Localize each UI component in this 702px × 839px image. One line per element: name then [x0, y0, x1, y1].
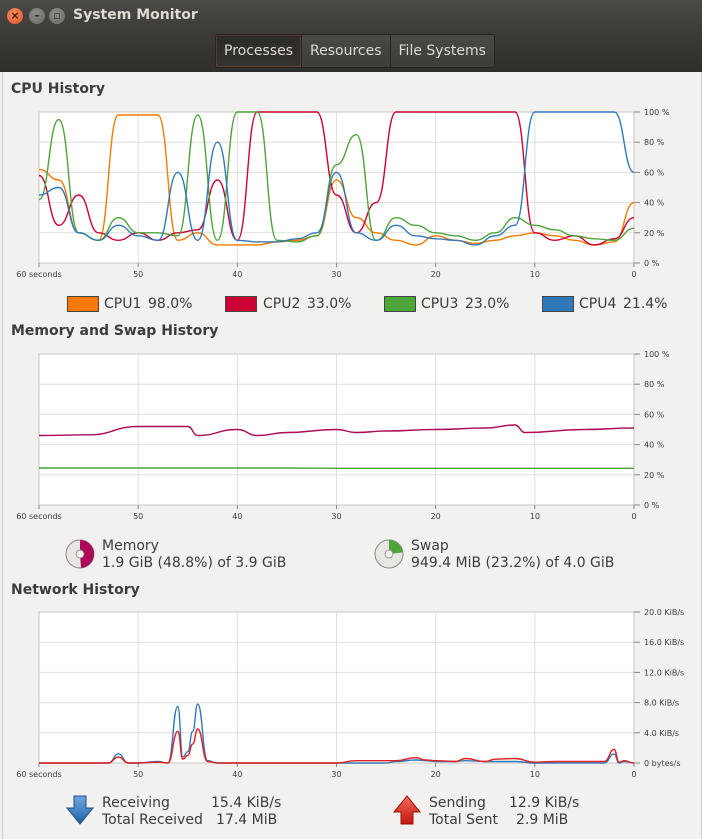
sending-label: Sending	[429, 795, 486, 811]
network-y-tick-label: 4.0 KiB/s	[644, 729, 679, 738]
network-x-tick-label: 30	[331, 770, 341, 779]
network-y-tick-label: 0 bytes/s	[644, 759, 681, 768]
memory-series-memory	[38, 424, 635, 437]
swap-value: 949.4 MiB (23.2%) of 4.0 GiB	[411, 555, 615, 571]
cpu4-color-swatch[interactable]	[542, 296, 574, 312]
cpu-y-tick-label: 40 %	[644, 199, 665, 208]
receiving-value: 15.4 KiB/s	[211, 795, 282, 811]
cpu-y-tick-label: 0 %	[644, 259, 660, 268]
cpu-series-cpu3	[38, 111, 635, 243]
total-received-label: Total Received	[102, 812, 203, 828]
network-y-tick-label: 12.0 KiB/s	[644, 668, 684, 677]
memory-x-tick-label: 20	[431, 512, 441, 521]
swap-label: Swap	[411, 538, 449, 554]
memory-y-tick-label: 20 %	[644, 471, 665, 480]
network-x-tick-label: 10	[530, 770, 540, 779]
memory-value: 1.9 GiB (48.8%) of 3.9 GiB	[102, 555, 287, 571]
tab-resources[interactable]: Resources	[301, 35, 390, 67]
cpu-history-graph: 100 % 80 % 60 % 40 % 20 % 0 % 60 seconds 50 40 30…	[16, 108, 670, 279]
cpu4-legend-name: CPU4	[579, 296, 617, 312]
memory-y-tick-label: 0 %	[644, 501, 660, 510]
memory-y-tick-label: 60 %	[644, 410, 665, 419]
cpu-y-tick-label: 80 %	[644, 138, 665, 147]
network-x-tick-label: 20	[431, 770, 441, 779]
view-switcher: Processes Resources File Systems	[215, 34, 495, 68]
memory-x-tick-label: 10	[530, 512, 540, 521]
cpu2-color-swatch[interactable]	[225, 296, 257, 312]
maximize-button[interactable]: ▫	[49, 8, 65, 24]
title-bar: × – ▫ System Monitor	[0, 0, 702, 32]
cpu-x-tick-label: 0	[631, 270, 636, 279]
cpu-x-tick-label: 60 seconds	[16, 270, 61, 279]
tab-file-systems[interactable]: File Systems	[389, 35, 494, 67]
sending-value: 12.9 KiB/s	[509, 795, 580, 811]
network-series-sending	[39, 728, 635, 764]
cpu-x-tick-label: 20	[431, 270, 441, 279]
cpu-x-tick-label: 40	[232, 270, 242, 279]
memory-section-title: Memory and Swap History	[11, 323, 219, 339]
memory-pie-center	[75, 549, 85, 559]
network-x-tick-label: 60 seconds	[16, 770, 61, 779]
network-section-title: Network History	[11, 582, 140, 598]
memory-x-tick-label: 50	[133, 512, 143, 521]
total-received-value: 17.4 MiB	[216, 812, 278, 828]
memory-y-tick-label: 100 %	[644, 350, 670, 359]
cpu1-legend-name: CPU1	[104, 296, 142, 312]
total-sent-value: 2.9 MiB	[516, 812, 569, 828]
network-y-tick-label: 16.0 KiB/s	[644, 638, 684, 647]
swap-pie-slice	[389, 540, 403, 554]
tab-processes[interactable]: Processes	[216, 35, 302, 67]
resources-panel: CPU History 100 % 80 % 60 % 40 % 20 % 0 % 60 s…	[2, 72, 702, 839]
cpu1-legend-value: 98.0%	[148, 296, 193, 312]
cpu-y-tick-label: 20 %	[644, 229, 665, 238]
network-x-tick-label: 40	[232, 770, 242, 779]
cpu-y-tick-label: 60 %	[644, 168, 665, 177]
cpu3-legend-name: CPU3	[421, 296, 459, 312]
network-y-tick-label: 8.0 KiB/s	[644, 699, 679, 708]
memory-y-tick-label: 40 %	[644, 441, 665, 450]
memory-x-tick-label: 0	[631, 512, 636, 521]
receiving-arrow-icon	[65, 795, 95, 825]
cpu-section-title: CPU History	[11, 81, 105, 97]
cpu-x-tick-label: 30	[331, 270, 341, 279]
sending-arrow-icon	[392, 795, 422, 825]
cpu-series-cpu1	[38, 114, 635, 246]
memory-x-tick-label: 60 seconds	[16, 512, 61, 521]
receiving-label: Receiving	[102, 795, 170, 811]
memory-pie-slice	[80, 540, 94, 568]
cpu3-color-swatch[interactable]	[384, 296, 416, 312]
close-icon: ×	[10, 9, 20, 22]
cpu-x-tick-label: 50	[133, 270, 143, 279]
memory-y-tick-label: 80 %	[644, 380, 665, 389]
cpu2-legend-value: 33.0%	[307, 296, 352, 312]
window-title: System Monitor	[73, 7, 198, 23]
cpu-series-cpu4	[38, 111, 635, 246]
minimize-button[interactable]: –	[29, 8, 45, 24]
cpu1-color-swatch[interactable]	[67, 296, 99, 312]
network-y-tick-label: 20.0 KiB/s	[644, 608, 684, 617]
network-x-tick-label: 50	[133, 770, 143, 779]
minimize-icon: –	[34, 9, 40, 22]
memory-label: Memory	[102, 538, 159, 554]
swap-usage-pie[interactable]	[373, 538, 405, 570]
network-x-tick-label: 0	[631, 770, 636, 779]
swap-pie-center	[384, 549, 394, 559]
total-sent-label: Total Sent	[429, 812, 499, 828]
memory-history-graph: 100 % 80 % 60 % 40 % 20 % 0 % 60 seconds 50 40 30…	[16, 350, 670, 521]
cpu-y-tick-label: 100 %	[644, 108, 670, 117]
cpu4-legend-value: 21.4%	[623, 296, 668, 312]
cpu-x-tick-label: 10	[530, 270, 540, 279]
close-button[interactable]: ×	[7, 8, 23, 24]
memory-usage-pie[interactable]	[64, 538, 96, 570]
memory-x-tick-label: 30	[331, 512, 341, 521]
cpu2-legend-name: CPU2	[263, 296, 301, 312]
network-history-graph: 20.0 KiB/s 16.0 KiB/s 12.0 KiB/s 8.0 KiB/s 4…	[16, 608, 684, 779]
toolbar: Processes Resources File Systems	[0, 32, 702, 72]
memory-x-tick-label: 40	[232, 512, 242, 521]
cpu3-legend-value: 23.0%	[465, 296, 510, 312]
maximize-icon: ▫	[53, 9, 61, 22]
